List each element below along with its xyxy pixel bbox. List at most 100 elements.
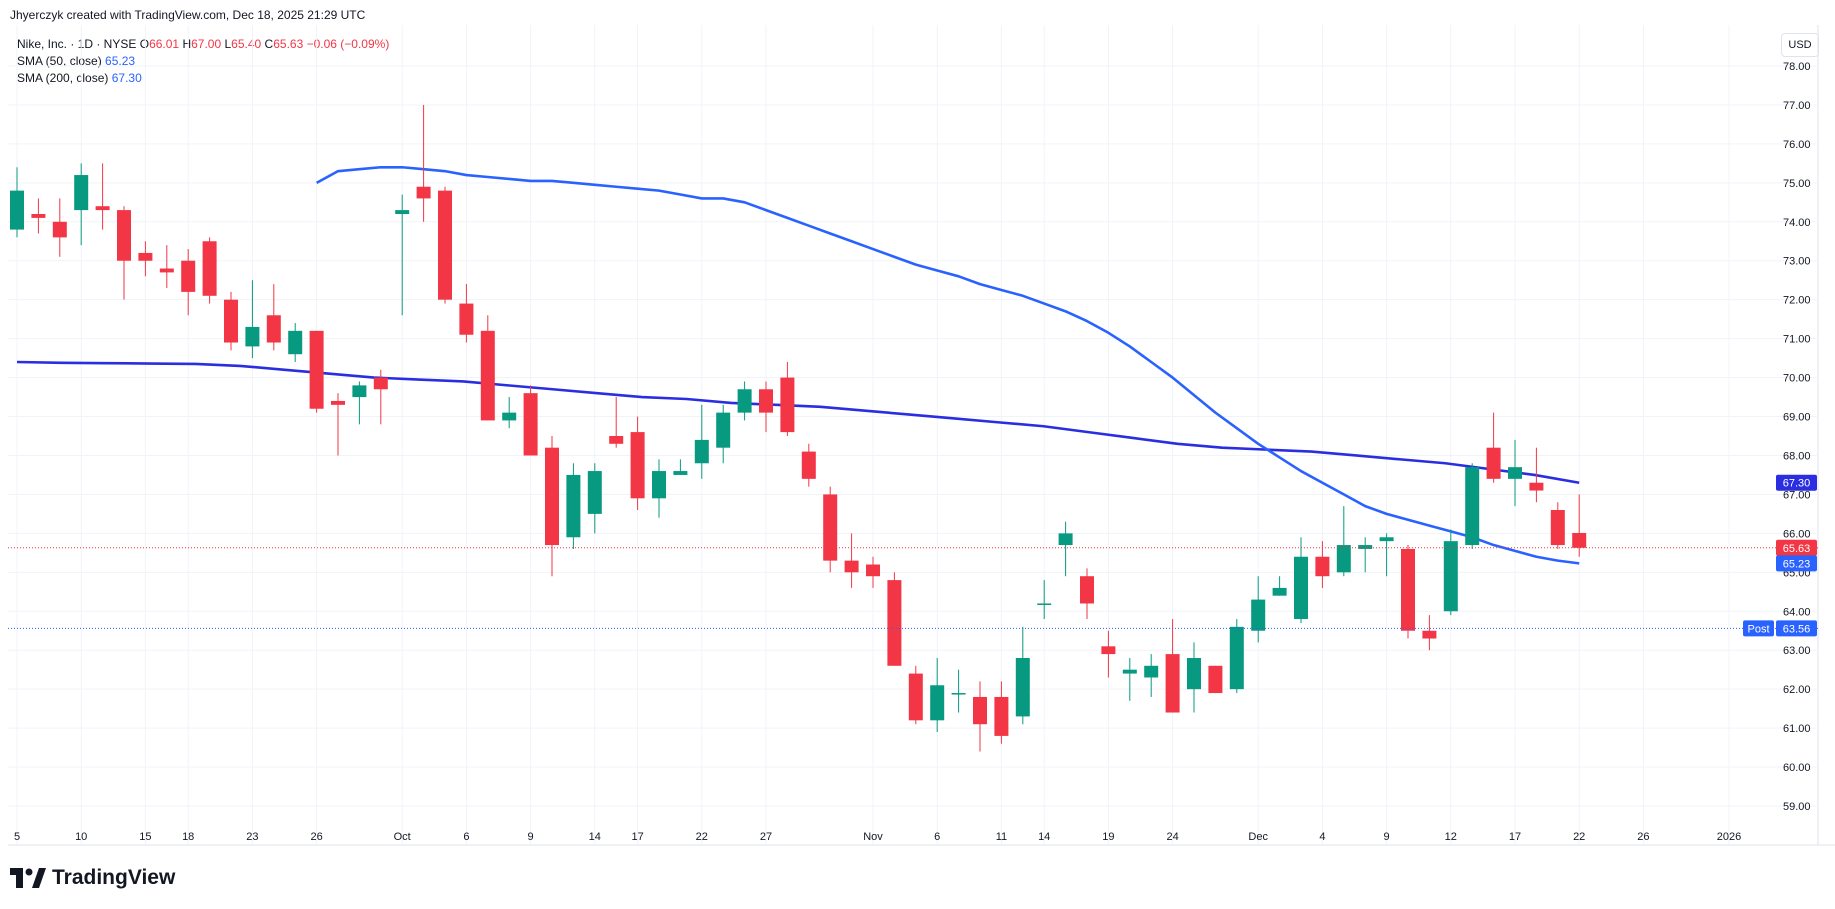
candle-up	[1508, 439, 1522, 507]
currency-button[interactable]: USD	[1781, 33, 1819, 57]
candle-body	[737, 389, 752, 413]
candle-down	[523, 385, 538, 456]
price-tags: 67.30 65.63 65.23 63.56 Post	[1743, 474, 1817, 637]
candle-down	[309, 330, 324, 413]
candle-body	[1508, 467, 1522, 479]
low-value: 65.40	[231, 37, 262, 51]
candle-body	[10, 190, 24, 230]
candle-up	[1336, 506, 1351, 577]
candle-down	[159, 245, 174, 288]
candle-up	[1251, 576, 1266, 643]
sma200-legend-row[interactable]: SMA (200, close) 67.30	[17, 70, 389, 87]
sma50-price-tag: 65.23	[1776, 555, 1817, 572]
sma200-label: SMA (200, close)	[17, 71, 109, 85]
candle-body	[373, 377, 388, 390]
candle-up	[737, 381, 752, 421]
candle-body	[288, 330, 303, 355]
candle-body	[951, 693, 966, 695]
candle-body	[1358, 545, 1373, 549]
candle-body	[1572, 532, 1587, 548]
x-tick-label: 17	[1509, 831, 1521, 843]
candle-down	[1401, 545, 1415, 639]
candle-body	[74, 175, 89, 211]
y-tick-label: 75.00	[1783, 178, 1811, 190]
x-tick-label: 11	[996, 831, 1007, 843]
candle-down	[202, 237, 217, 304]
close-label: C	[264, 37, 274, 51]
candle-body	[1443, 541, 1458, 612]
candle-down	[759, 381, 773, 433]
candle-down	[459, 284, 474, 343]
open-label: O	[139, 37, 150, 51]
candle-down	[1165, 619, 1180, 713]
candle-down	[266, 284, 281, 351]
close-value: 65.63	[273, 37, 304, 51]
candle-body	[1208, 665, 1223, 694]
candle-body	[1422, 630, 1437, 639]
tradingview-logo[interactable]: TradingView	[10, 866, 175, 890]
x-tick-label: 9	[1384, 831, 1390, 843]
x-tick-label: 2026	[1717, 831, 1741, 843]
ohlc-row: Nike, Inc. · 1D · NYSE O66.01 H67.00 L65…	[17, 36, 389, 53]
candle-body	[502, 412, 517, 421]
y-tick-label: 64.00	[1783, 606, 1811, 618]
candle-up	[1272, 576, 1287, 596]
high-label: H	[182, 37, 192, 51]
candle-body	[759, 389, 773, 413]
candle-up	[352, 381, 367, 425]
symbol-label[interactable]: Nike, Inc. · 1D · NYSE	[17, 37, 137, 51]
candle-down	[780, 362, 795, 436]
candle-up	[1122, 658, 1137, 701]
x-tick-label: 14	[1038, 831, 1050, 843]
candle-up	[1379, 533, 1394, 577]
candle-body	[159, 268, 174, 273]
x-tick-label: 19	[1102, 831, 1114, 843]
x-tick-label: 23	[246, 831, 258, 843]
candle-up	[395, 194, 410, 316]
candle-body	[652, 471, 666, 499]
candle-up	[502, 397, 517, 429]
candle-down	[95, 163, 110, 230]
sma50-label: SMA (50, close)	[17, 54, 102, 68]
candle-up	[1443, 529, 1458, 616]
candle-body	[780, 377, 795, 433]
candle-down	[630, 416, 645, 510]
candle-body	[1294, 556, 1308, 620]
y-tick-label: 74.00	[1783, 217, 1811, 229]
sma50-legend-row[interactable]: SMA (50, close) 65.23	[17, 53, 389, 70]
candle-down	[181, 249, 196, 316]
x-tick-label: 26	[310, 831, 322, 843]
candle-down	[331, 393, 345, 456]
sma50-price-tag-text: 65.23	[1783, 558, 1811, 570]
x-tick-label: 12	[1445, 831, 1457, 843]
candle-body	[224, 299, 238, 343]
candle-body	[202, 241, 217, 296]
candle-body	[866, 564, 880, 577]
candle-body	[266, 315, 281, 343]
y-tick-label: 72.00	[1783, 295, 1811, 307]
candle-body	[545, 447, 559, 546]
y-tick-label: 60.00	[1783, 762, 1811, 774]
candle-body	[95, 206, 110, 211]
x-tick-label: 10	[75, 831, 87, 843]
candle-body	[887, 580, 902, 666]
candle-down	[138, 241, 153, 277]
post-label-tag: Post	[1743, 620, 1774, 637]
y-tick-label: 63.00	[1783, 645, 1811, 657]
tradingview-logo-icon	[10, 868, 46, 888]
candle-down	[609, 397, 624, 448]
candle-body	[1251, 599, 1266, 631]
candle-down	[52, 198, 67, 257]
y-tick-label: 78.00	[1783, 61, 1811, 73]
candle-body	[1379, 537, 1394, 542]
candle-down	[31, 198, 46, 234]
candle-body	[1144, 665, 1159, 678]
y-tick-label: 76.00	[1783, 139, 1811, 151]
candle-down	[823, 486, 838, 573]
sma200-price-tag-bg	[1776, 474, 1817, 491]
candle-down	[908, 665, 923, 725]
sma50-line	[315, 165, 1580, 565]
candle-down	[1208, 665, 1223, 694]
open-value: 66.01	[149, 37, 180, 51]
